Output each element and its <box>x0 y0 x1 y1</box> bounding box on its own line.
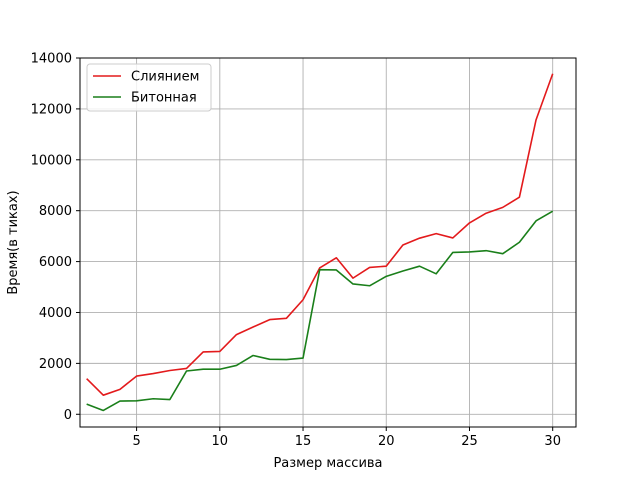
x-axis-ticks: 5 10 15 20 25 30 <box>132 427 561 449</box>
x-tick-label: 5 <box>132 434 140 449</box>
plot-frame <box>79 57 577 428</box>
y-tick-label: 8000 <box>39 204 72 219</box>
y-tick-label: 12000 <box>31 102 72 117</box>
y-tick-label: 10000 <box>31 153 72 168</box>
y-axis-ticks: 0 2000 4000 6000 8000 10000 12000 14000 <box>31 52 80 423</box>
legend-label-merge: Слиянием <box>131 70 199 85</box>
y-tick-label: 4000 <box>39 306 72 321</box>
legend: Слиянием Битонная <box>86 63 212 112</box>
y-tick-label: 0 <box>64 408 72 423</box>
y-tick-label: 14000 <box>31 52 72 67</box>
x-axis-label: Размер массива <box>273 456 382 471</box>
legend-label-bitonic: Битонная <box>131 91 197 106</box>
x-tick-label: 10 <box>212 434 229 449</box>
series-line-merge <box>86 73 554 396</box>
x-tick-label: 20 <box>378 434 395 449</box>
series-lines <box>86 73 554 412</box>
x-tick-label: 30 <box>544 434 561 449</box>
series-line-bitonic <box>86 210 554 412</box>
y-tick-label: 2000 <box>39 357 72 372</box>
y-tick-label: 6000 <box>39 255 72 270</box>
y-axis-label: Время(в тиках) <box>6 190 21 294</box>
x-tick-label: 15 <box>295 434 312 449</box>
x-tick-label: 25 <box>461 434 478 449</box>
